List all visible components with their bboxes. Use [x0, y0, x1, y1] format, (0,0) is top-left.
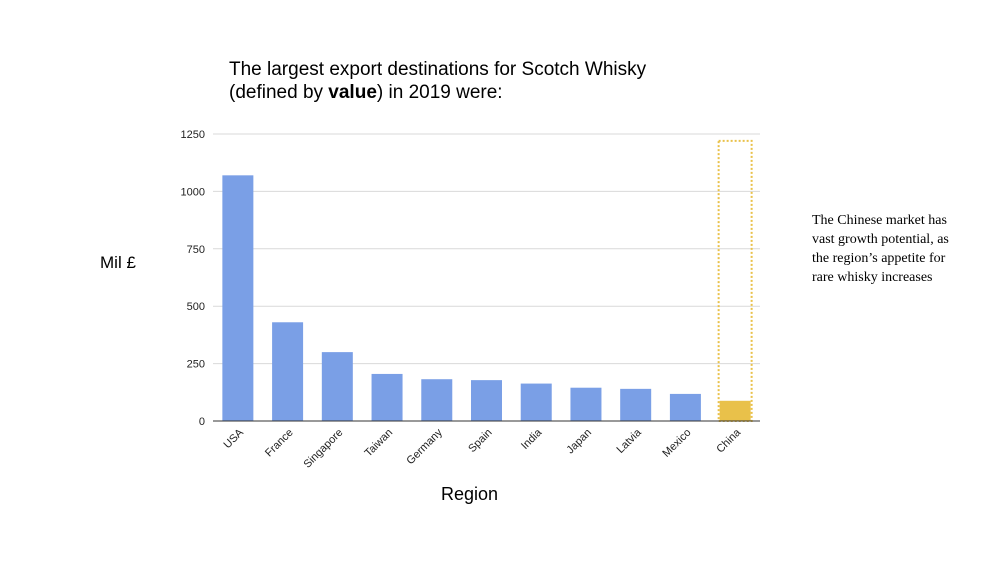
china-potential-dotted-box — [717, 139, 753, 422]
bar-china — [719, 400, 751, 421]
gridlines — [213, 133, 760, 365]
x-tick-label-singapore: Singapore — [301, 427, 345, 471]
bar-usa — [222, 175, 254, 421]
y-tick-label: 1250 — [181, 129, 205, 141]
x-axis-label: Region — [441, 484, 499, 504]
x-tick-label-japan: Japan — [564, 427, 594, 457]
bar-india — [520, 383, 552, 421]
bar-latvia — [620, 388, 652, 421]
y-tick-label: 0 — [199, 416, 205, 428]
y-axis-label: Mil £ — [100, 253, 136, 272]
y-tick-labels: 0 250 500 750 1000 1250 — [181, 129, 205, 428]
bar-taiwan — [371, 373, 403, 421]
bar-singapore — [321, 352, 353, 421]
x-tick-label-mexico: Mexico — [660, 427, 693, 460]
highlight-layer — [717, 139, 753, 422]
x-tick-label-germany: Germany — [404, 426, 445, 467]
x-tick-label-usa: USA — [222, 426, 247, 451]
chart-title-suffix: ) in 2019 were: — [376, 82, 503, 103]
annotation-text: The Chinese market has vast growth poten… — [812, 213, 949, 285]
x-tick-label-taiwan: Taiwan — [362, 427, 395, 460]
y-tick-label: 250 — [187, 359, 205, 371]
chart-title-line1: The largest export destinations for Scot… — [229, 59, 647, 80]
x-tick-label-france: France — [263, 427, 296, 460]
y-tick-label: 1000 — [181, 186, 205, 198]
chart-title-line2: (defined by value) in 2019 were: — [229, 81, 749, 104]
x-tick-label-india: India — [519, 426, 545, 452]
x-tick-label-china: China — [714, 426, 743, 455]
chart-title: The largest export destinations for Scot… — [229, 58, 749, 104]
x-tick-label-spain: Spain — [466, 427, 494, 455]
bar-mexico — [669, 393, 701, 421]
bar-japan — [570, 387, 602, 421]
bar-spain — [471, 380, 502, 421]
x-tick-label-latvia: Latvia — [615, 426, 645, 456]
chart-title-bold: value — [328, 82, 377, 103]
bars — [222, 175, 751, 421]
chart-title-prefix: (defined by — [229, 82, 329, 103]
y-tick-label: 750 — [187, 244, 205, 256]
bar-germany — [421, 379, 453, 421]
y-tick-label: 500 — [187, 301, 205, 313]
x-tick-labels: USA France Singapore Taiwan Germany Spain Indi… — [222, 426, 744, 471]
bar-france — [272, 322, 304, 421]
